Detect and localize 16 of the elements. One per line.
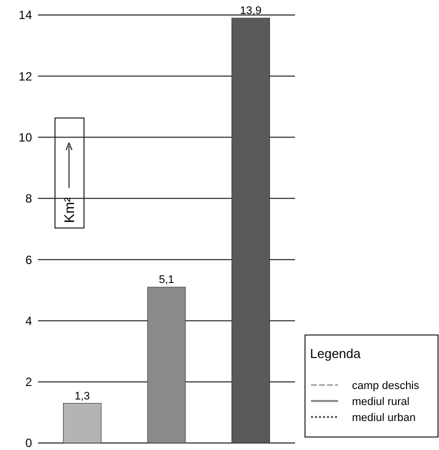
y-tick-label: 12 [18, 69, 32, 84]
y-tick-label: 0 [25, 436, 32, 450]
data-label: 1,3 [74, 390, 90, 402]
y-tick-label: 14 [18, 8, 32, 22]
legend-label: mediul rural [352, 396, 410, 408]
y-tick-label: 6 [25, 252, 32, 267]
data-label: 13,9 [240, 5, 262, 18]
y-axis-title: Km² [61, 197, 77, 223]
data-label: 5,1 [158, 274, 174, 286]
y-tick-label: 8 [25, 192, 32, 206]
legend-label: mediul urban [352, 412, 416, 424]
y-tick-label: 10 [18, 130, 32, 144]
y-tick-label: 4 [25, 314, 32, 328]
y-tick-label: 2 [25, 375, 32, 390]
legend-label: camp deschis [352, 380, 420, 392]
legend-title: Legenda [310, 346, 362, 361]
